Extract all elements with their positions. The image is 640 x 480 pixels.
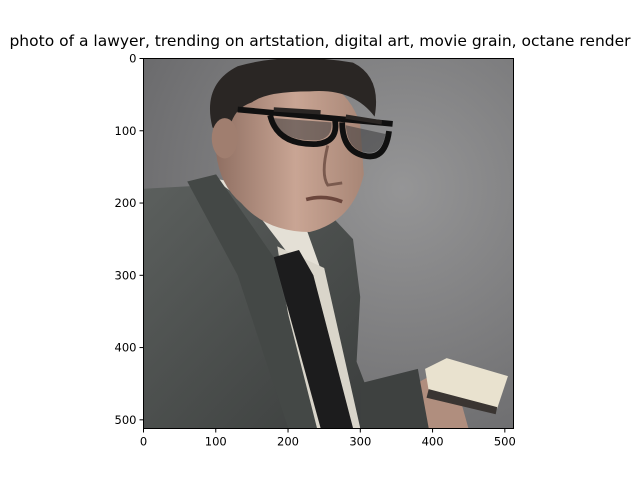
x-tick-label: 0 — [140, 435, 147, 449]
sleeve — [360, 368, 429, 428]
nose — [322, 145, 343, 187]
figure-title: photo of a lawyer, trending on artstatio… — [9, 32, 631, 50]
eyebrows — [273, 107, 383, 125]
ear — [211, 118, 238, 159]
x-tick-label: 400 — [422, 435, 444, 449]
x-tick-label: 200 — [277, 435, 299, 449]
y-tick-label: 100 — [115, 124, 137, 138]
suit-lapel — [187, 174, 317, 428]
y-tick-label: 500 — [115, 413, 137, 427]
book-cover — [426, 389, 498, 415]
y-axis-ticks: 0 100 200 300 400 500 — [115, 52, 144, 427]
x-tick-label: 100 — [205, 435, 227, 449]
lawyer-portrait-image — [144, 59, 513, 428]
hair — [209, 59, 377, 135]
x-axis-ticks: 0 100 200 300 400 500 — [140, 428, 516, 449]
glasses-lens-left — [273, 118, 332, 141]
glasses-lens-right — [345, 125, 386, 153]
mouth — [305, 195, 343, 204]
x-tick-label: 500 — [494, 435, 516, 449]
y-tick-label: 400 — [115, 341, 137, 355]
y-tick-label: 200 — [115, 196, 137, 210]
tie — [273, 249, 354, 428]
x-tick-label: 300 — [349, 435, 371, 449]
y-tick-label: 300 — [115, 268, 137, 282]
y-tick-label: 0 — [129, 52, 136, 66]
image-axes — [143, 58, 514, 429]
book — [425, 358, 508, 409]
